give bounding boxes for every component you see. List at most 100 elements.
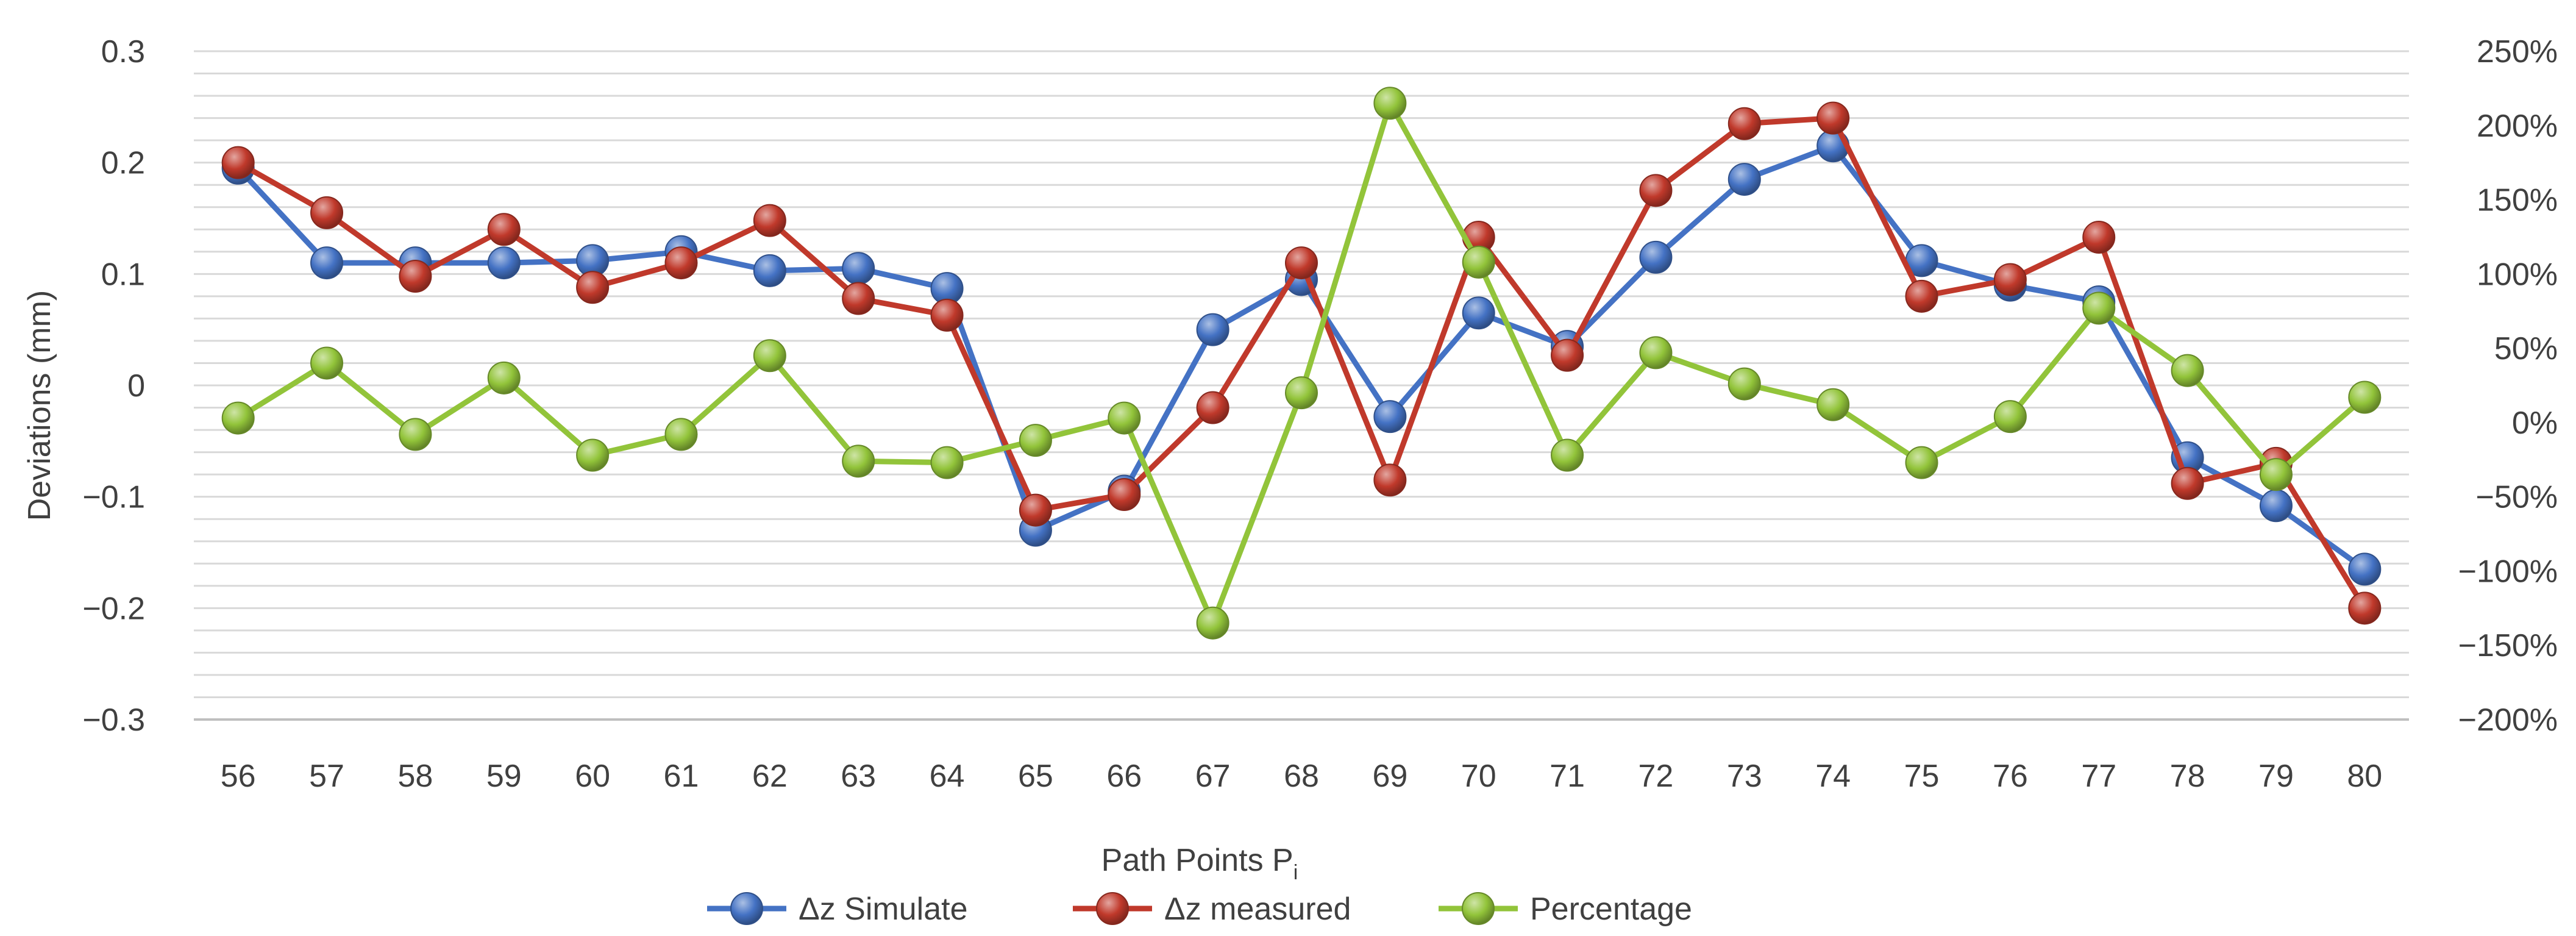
data-point: [310, 346, 344, 380]
x-tick-label: 75: [1904, 759, 1940, 794]
y-left-tick-label: 0: [127, 368, 145, 404]
legend: Δz Simulate Δz measured Percentage: [707, 891, 1692, 927]
data-point: [310, 246, 344, 280]
x-axis-title-subscript: i: [1293, 861, 1298, 884]
series-percentage: [221, 87, 2382, 640]
y-left-tick-label: −0.1: [82, 480, 145, 515]
data-point: [1727, 367, 1761, 401]
data-point: [1639, 174, 1673, 207]
data-point: [1816, 101, 1850, 135]
data-point: [221, 401, 255, 435]
y-axis-title: Deviations (mm): [22, 290, 57, 521]
legend-item: Δz measured: [1073, 891, 1351, 927]
x-tick-label: 71: [1550, 759, 1585, 794]
data-point: [1727, 163, 1761, 196]
data-point: [842, 252, 875, 285]
data-point: [1108, 478, 1141, 512]
data-point: [664, 418, 698, 451]
y-left-tick-label: 0.1: [101, 257, 145, 292]
data-point: [1108, 401, 1141, 435]
x-tick-label: 74: [1815, 759, 1851, 794]
data-point: [399, 418, 432, 451]
x-tick-label: 61: [664, 759, 699, 794]
data-point: [1993, 400, 2027, 434]
data-point: [2348, 591, 2382, 625]
x-axis-ticks: 56 57 58 59 60 61 62 63 64 65 66 67 68 69 70 71 72 73 74 75…: [221, 759, 2382, 794]
data-point: [1462, 296, 1495, 330]
legend-marker: [730, 892, 763, 925]
data-point: [1285, 376, 1318, 410]
data-point: [2348, 552, 2382, 586]
gridlines: [194, 50, 2409, 721]
data-point: [1905, 446, 1938, 479]
data-point: [1993, 263, 2027, 296]
x-axis-title: Path Points Pi: [1101, 843, 1298, 884]
y-left-tick-label: −0.3: [82, 702, 145, 738]
series-line: [236, 143, 2366, 572]
legend-item: Percentage: [1439, 891, 1692, 927]
data-point: [2171, 466, 2204, 500]
data-point: [2259, 489, 2293, 523]
y-left-tick-label: −0.2: [82, 591, 145, 626]
legend-item: Δz Simulate: [707, 891, 968, 927]
data-point: [2171, 354, 2204, 387]
data-point: [1019, 424, 1052, 457]
y-right-tick-label: −100%: [2458, 554, 2558, 589]
data-point: [842, 445, 875, 478]
x-tick-label: 68: [1284, 759, 1319, 794]
x-tick-label: 76: [1993, 759, 2028, 794]
data-point: [1551, 438, 1584, 472]
data-point: [1727, 107, 1761, 140]
y-right-tick-label: −200%: [2458, 702, 2558, 738]
legend-label: Δz measured: [1164, 891, 1351, 927]
x-tick-label: 63: [841, 759, 876, 794]
y-right-tick-label: −150%: [2458, 628, 2558, 663]
x-tick-label: 60: [575, 759, 610, 794]
legend-label: Percentage: [1530, 891, 1692, 927]
y-right-tick-label: 250%: [2477, 34, 2558, 70]
data-point: [664, 246, 698, 280]
x-tick-label: 67: [1195, 759, 1231, 794]
data-point: [1639, 240, 1673, 274]
data-point: [842, 282, 875, 315]
x-axis-title-main: Path Points P: [1101, 843, 1293, 878]
x-tick-label: 69: [1372, 759, 1407, 794]
data-point: [1639, 336, 1673, 370]
data-point: [753, 254, 786, 287]
data-point: [1816, 388, 1850, 421]
data-point: [310, 196, 344, 229]
data-point: [930, 446, 964, 479]
x-tick-label: 78: [2170, 759, 2205, 794]
data-point: [753, 339, 786, 373]
y-right-tick-label: 100%: [2477, 257, 2558, 292]
left-axis-ticks: 0.3 0.2 0.1 0 −0.1 −0.2 −0.3: [82, 34, 145, 738]
y-left-tick-label: 0.2: [101, 146, 145, 181]
y-right-tick-label: 0%: [2512, 405, 2558, 441]
x-tick-label: 59: [486, 759, 522, 794]
x-tick-label: 64: [930, 759, 965, 794]
data-point: [1905, 279, 1938, 313]
x-tick-label: 70: [1461, 759, 1496, 794]
x-tick-label: 79: [2258, 759, 2294, 794]
y-right-tick-label: 50%: [2494, 331, 2558, 366]
x-tick-label: 72: [1638, 759, 1674, 794]
data-point: [2348, 380, 2382, 414]
x-tick-label: 62: [752, 759, 788, 794]
y-left-tick-label: 0.3: [101, 34, 145, 70]
x-tick-label: 66: [1106, 759, 1142, 794]
data-point: [1373, 87, 1407, 120]
data-point: [1285, 246, 1318, 280]
data-point: [487, 246, 521, 280]
data-point: [399, 259, 432, 293]
x-tick-label: 65: [1018, 759, 1053, 794]
x-tick-label: 57: [309, 759, 344, 794]
data-point: [1462, 245, 1495, 279]
y-right-tick-label: −50%: [2476, 480, 2558, 515]
data-point: [1551, 338, 1584, 372]
data-point: [2082, 221, 2116, 254]
data-point: [221, 146, 255, 179]
data-point: [1196, 391, 1229, 424]
legend-label: Δz Simulate: [799, 891, 968, 927]
legend-marker: [1462, 892, 1495, 925]
